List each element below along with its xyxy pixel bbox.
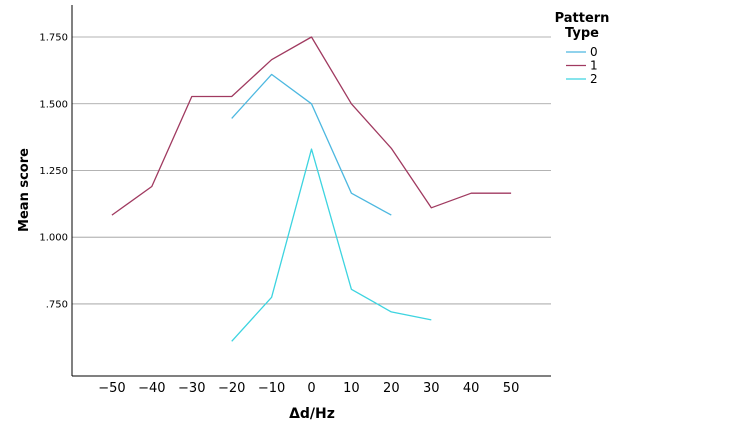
legend-label-2: 2 [590,72,598,86]
series-line-0 [231,73,392,216]
x-tick-label-6: 10 [343,381,360,396]
legend-label-0: 0 [590,45,598,59]
axes [71,5,551,377]
x-tick-label-5: 0 [307,381,315,396]
x-tick-label-10: 50 [503,381,520,396]
x-tick-label-3: −20 [218,381,245,396]
y-tick-label-0: .750 [46,299,68,310]
gridlines [72,36,551,305]
x-tick-label-9: 40 [463,381,480,396]
x-tick-label-2: −30 [178,381,205,396]
series-lines [111,36,512,342]
y-axis-title: Mean score [17,148,32,232]
legend-title-line-1: Pattern [555,11,610,26]
legend-label-1: 1 [590,59,598,73]
y-tick-labels: .750 1.000 1.250 1.500 1.750 [39,33,68,311]
x-axis-title: Δd/Hz [289,406,335,422]
x-tick-label-1: −40 [138,381,165,396]
x-tick-label-4: −10 [258,381,285,396]
legend-items: 012 [566,45,598,86]
x-tick-label-8: 30 [423,381,440,396]
x-tick-label-7: 20 [383,381,400,396]
x-tick-label-0: −50 [98,381,125,396]
y-tick-label-3: 1.500 [39,99,68,110]
y-tick-label-1: 1.000 [39,233,68,244]
legend: Pattern Type 012 [555,11,610,86]
y-tick-label-4: 1.750 [39,33,68,44]
legend-title-line-2: Type [565,26,599,41]
x-tick-labels: −50 −40 −30 −20 −10 0 10 20 30 40 50 [98,381,519,396]
series-line-1 [111,36,512,216]
series-line-2 [231,148,432,342]
y-tick-label-2: 1.250 [39,166,68,177]
